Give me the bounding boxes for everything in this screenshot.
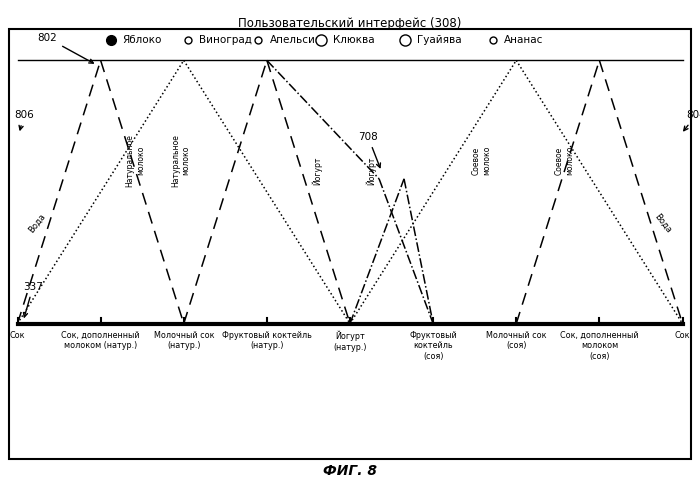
Text: Виноград: Виноград — [199, 35, 253, 44]
Text: 337: 337 — [23, 282, 43, 317]
Text: Йогурт
(натур.): Йогурт (натур.) — [333, 331, 367, 352]
Text: 708: 708 — [358, 132, 380, 168]
Text: Ананас: Ананас — [504, 35, 543, 44]
Text: Молочный сок
(натур.): Молочный сок (натур.) — [153, 331, 214, 350]
Text: Молочный сок
(соя): Молочный сок (соя) — [486, 331, 547, 350]
Text: Сок: Сок — [675, 331, 690, 340]
Text: Сок: Сок — [10, 331, 25, 340]
Text: Яблоко: Яблоко — [122, 35, 162, 44]
Text: 802: 802 — [38, 33, 93, 63]
Text: Апельсин: Апельсин — [270, 35, 322, 44]
Text: Пользовательский интерфейс (308): Пользовательский интерфейс (308) — [238, 17, 462, 30]
Text: Сок, дополненный
молоком
(соя): Сок, дополненный молоком (соя) — [560, 331, 638, 361]
Text: Сок, дополненный
молоком (натур.): Сок, дополненный молоком (натур.) — [62, 331, 140, 350]
Text: Клюква: Клюква — [332, 35, 374, 44]
Text: Соевое
молоко: Соевое молоко — [555, 146, 575, 175]
Text: Гуайява: Гуайява — [416, 35, 461, 44]
Text: Соевое
молоко: Соевое молоко — [472, 146, 491, 175]
Text: 804: 804 — [684, 110, 700, 131]
Text: Фруктовый
коктейль
(соя): Фруктовый коктейль (соя) — [410, 331, 457, 361]
Text: Натуральное
молоко: Натуральное молоко — [171, 134, 190, 187]
Text: Фруктовый коктейль
(натур.): Фруктовый коктейль (натур.) — [222, 331, 312, 350]
Text: 806: 806 — [14, 110, 34, 130]
Text: ФИГ. 8: ФИГ. 8 — [323, 465, 377, 478]
Text: Йогурт: Йогурт — [312, 157, 322, 185]
Bar — [9, 29, 691, 459]
Text: Вода: Вода — [652, 212, 673, 235]
Text: Йогурт: Йогурт — [365, 157, 376, 185]
Text: Вода: Вода — [27, 212, 48, 235]
Text: Натуральное
молоко: Натуральное молоко — [125, 134, 145, 187]
